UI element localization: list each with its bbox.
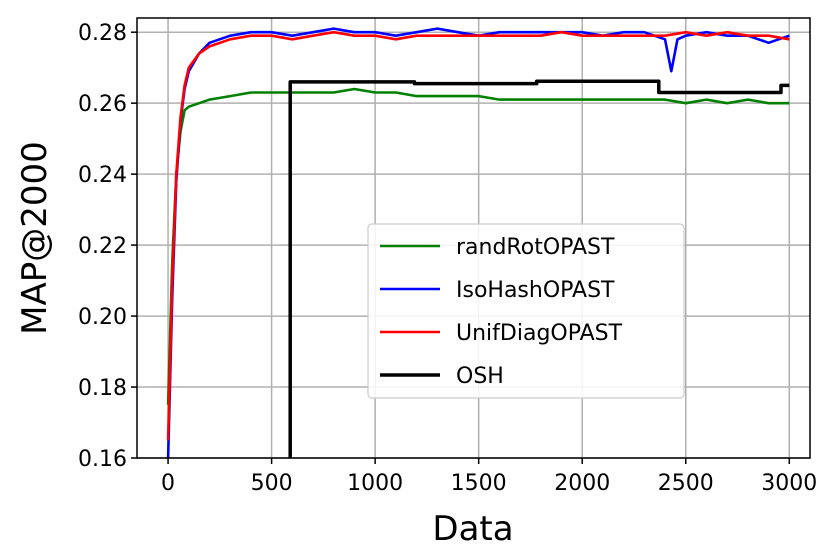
x-tick-label: 2000 (554, 471, 610, 496)
series-line-unifdiagopast (166, 30, 790, 441)
y-tick-label: 0.28 (78, 21, 127, 46)
x-tick-label: 3000 (761, 471, 817, 496)
legend-label-randrotopast: randRotOPAST (456, 235, 615, 260)
x-tick-label: 1500 (451, 471, 507, 496)
legend-label-unifdiagopast: UnifDiagOPAST (456, 321, 623, 346)
series-layer (166, 27, 790, 458)
plot-frame (136, 17, 811, 459)
y-tick-label: 0.26 (78, 92, 127, 117)
x-tick-label: 0 (161, 471, 175, 496)
x-axis-title: Data (432, 509, 513, 549)
series-line-randrotopast (166, 87, 790, 405)
x-tick-label: 1000 (347, 471, 403, 496)
y-tick-label: 0.22 (78, 234, 127, 259)
y-axis-title: MAP@2000 (15, 141, 55, 335)
y-tick-label: 0.18 (78, 376, 127, 401)
y-tick-label: 0.24 (78, 163, 127, 188)
legend-label-osh: OSH (456, 364, 504, 389)
y-tick-label: 0.20 (78, 305, 127, 330)
y-axis-ticks: 0.16 0.18 0.20 0.22 0.24 0.26 0.28 (78, 21, 137, 472)
x-tick-label: 500 (251, 471, 293, 496)
x-tick-label: 2500 (658, 471, 714, 496)
x-axis-ticks: 0 500 1000 1500 2000 2500 3000 (161, 458, 817, 496)
legend-label-isohashopast: IsoHashOPAST (456, 278, 615, 303)
series-line-osh (288, 79, 790, 458)
legend: randRotOPAST IsoHashOPAST UnifDiagOPAST OSH (367, 223, 685, 399)
legend-box (367, 223, 685, 399)
y-tick-label: 0.16 (78, 447, 127, 472)
